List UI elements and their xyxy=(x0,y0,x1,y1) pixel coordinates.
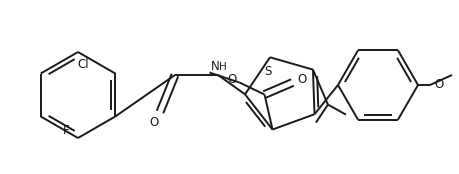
Text: O: O xyxy=(226,73,235,86)
Text: N: N xyxy=(210,61,219,73)
Text: O: O xyxy=(149,116,158,129)
Text: S: S xyxy=(264,65,271,78)
Text: H: H xyxy=(218,62,226,72)
Text: O: O xyxy=(433,78,442,92)
Text: O: O xyxy=(296,73,306,86)
Text: F: F xyxy=(62,124,69,136)
Text: Cl: Cl xyxy=(77,57,89,70)
